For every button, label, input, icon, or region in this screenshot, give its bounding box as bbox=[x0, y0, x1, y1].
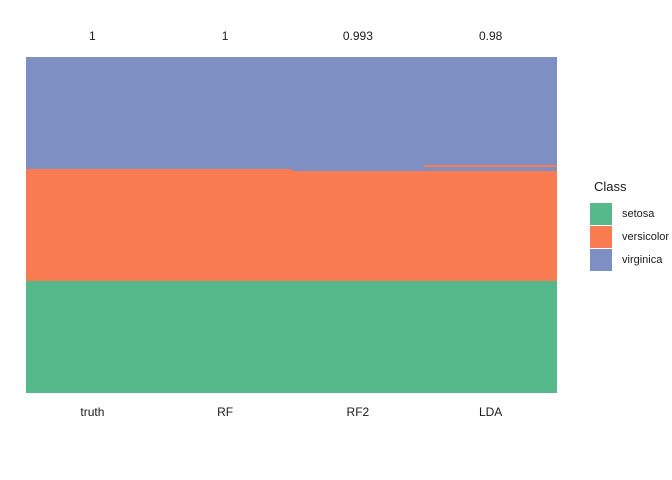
bar-segment-setosa bbox=[158, 281, 292, 393]
bar-segment-virginica bbox=[158, 57, 292, 169]
legend-entry-versicolor: versicolor bbox=[590, 226, 669, 248]
bar-segment-virginica bbox=[424, 166, 557, 172]
legend-entry-label: virginica bbox=[622, 254, 663, 266]
accuracy-label-RF2: 0.993 bbox=[342, 29, 373, 43]
bar-column-truth bbox=[26, 57, 159, 393]
legend-key-swatch-setosa bbox=[590, 203, 612, 225]
legend: Class setosa versicolor virginica bbox=[590, 179, 669, 272]
accuracy-labels: 1 1 0.993 0.98 bbox=[26, 29, 557, 43]
accuracy-label-RF: 1 bbox=[221, 29, 229, 43]
legend-title: Class bbox=[594, 179, 627, 194]
x-axis-labels: truth RF RF2 LDA bbox=[26, 405, 557, 419]
legend-key-swatch-virginica bbox=[590, 249, 612, 271]
bar-segment-virginica bbox=[26, 57, 159, 169]
bar-columns bbox=[26, 57, 557, 393]
x-axis-label-RF2: RF2 bbox=[346, 405, 370, 419]
legend-entries: setosa versicolor virginica bbox=[590, 203, 669, 271]
bar-segment-virginica bbox=[424, 57, 557, 165]
bar-segment-versicolor bbox=[26, 169, 159, 281]
bar-segment-versicolor bbox=[424, 164, 557, 167]
legend-entry-label: versicolor bbox=[622, 231, 670, 243]
bar-segment-setosa bbox=[424, 280, 557, 393]
bar-column-LDA bbox=[424, 57, 557, 393]
bar-segment-setosa bbox=[291, 280, 425, 393]
bar-column-RF bbox=[158, 57, 292, 393]
bar-segment-versicolor bbox=[158, 169, 292, 281]
x-axis-label-RF: RF bbox=[217, 405, 234, 419]
bar-segment-versicolor bbox=[291, 171, 425, 281]
bar-segment-setosa bbox=[26, 281, 159, 393]
x-axis-label-truth: truth bbox=[80, 405, 105, 419]
legend-entry-virginica: virginica bbox=[590, 249, 669, 271]
bar-segment-virginica bbox=[291, 57, 425, 172]
legend-entry-label: setosa bbox=[622, 208, 655, 220]
legend-key-swatch-versicolor bbox=[590, 226, 612, 248]
bar-column-RF2 bbox=[291, 57, 425, 393]
x-axis-label-LDA: LDA bbox=[478, 405, 503, 419]
legend-entry-setosa: setosa bbox=[590, 203, 669, 225]
accuracy-label-truth: 1 bbox=[89, 29, 96, 43]
bar-segment-versicolor bbox=[424, 171, 557, 281]
accuracy-label-LDA: 0.98 bbox=[478, 29, 503, 43]
